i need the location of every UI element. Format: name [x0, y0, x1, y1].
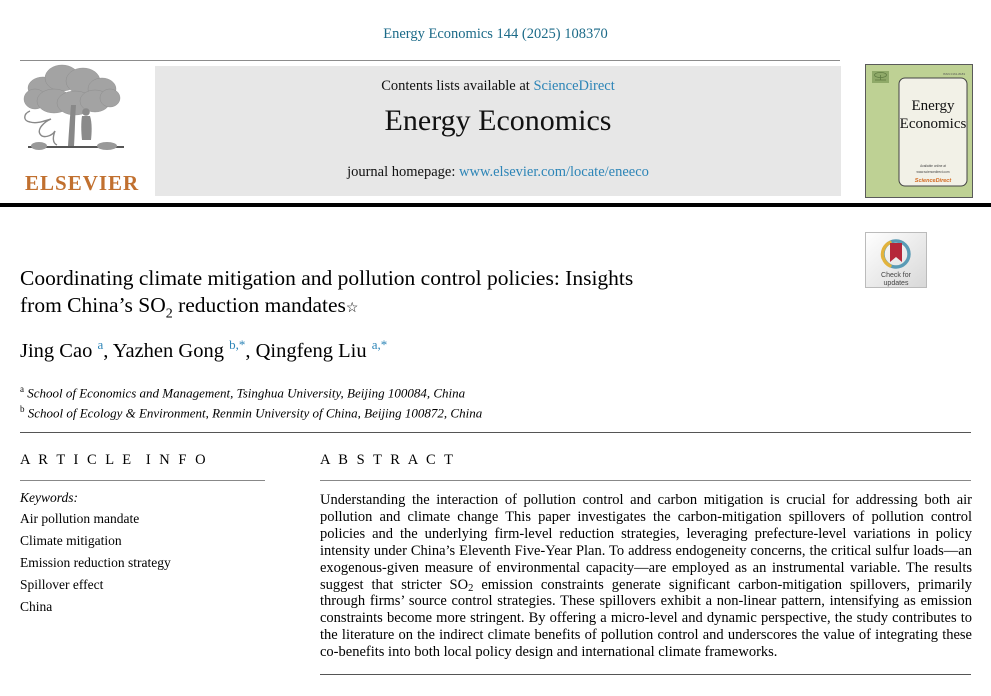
svg-text:Energy: Energy [911, 98, 955, 114]
svg-text:Check for: Check for [881, 272, 912, 279]
svg-text:Economics: Economics [900, 116, 967, 132]
svg-text:updates: updates [884, 280, 909, 287]
svg-text:ISSN 0161-8183: ISSN 0161-8183 [943, 72, 966, 76]
svg-text:Available online at: Available online at [920, 164, 946, 168]
svg-text:www.sciencedirect.com: www.sciencedirect.com [916, 170, 949, 174]
svg-text:ScienceDirect: ScienceDirect [915, 178, 953, 184]
